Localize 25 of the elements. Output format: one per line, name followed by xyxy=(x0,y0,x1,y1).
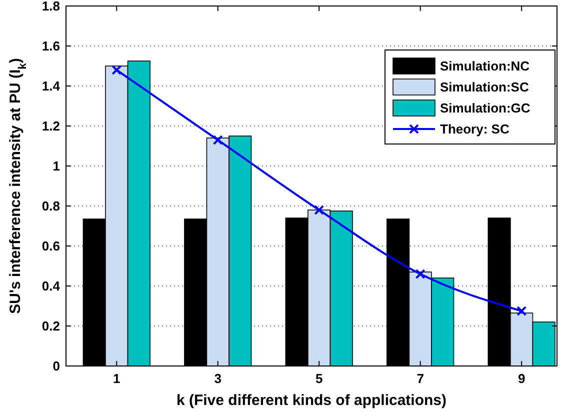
y-tick-label: 0.8 xyxy=(42,198,60,214)
y-tick-label: 0 xyxy=(52,358,60,374)
y-tick-label: 1 xyxy=(52,158,60,174)
y-tick-label: 1.8 xyxy=(42,0,60,14)
x-axis-title: k (Five different kinds of applications) xyxy=(176,392,447,409)
y-tick-label: 1.4 xyxy=(42,78,61,94)
y-tick-label: 1.6 xyxy=(42,38,60,54)
y-tick-label: 1.2 xyxy=(42,118,60,134)
x-tick-label: 9 xyxy=(518,371,526,386)
legend-label: Simulation:GC xyxy=(440,100,531,116)
y-tick-label: 0.4 xyxy=(42,278,61,294)
point xyxy=(516,306,527,316)
y-tick-label: 0.6 xyxy=(42,238,60,254)
legend-label: Theory: SC xyxy=(440,122,510,137)
y-tick-label: 0.2 xyxy=(42,318,60,334)
x-tick-label: 1 xyxy=(113,371,120,386)
point xyxy=(212,135,223,145)
point xyxy=(415,269,426,279)
point xyxy=(314,205,324,215)
x-tick-label: 5 xyxy=(315,371,323,386)
legend-label: Simulation:SC xyxy=(440,80,530,95)
point xyxy=(112,65,122,75)
x-tick-label: 3 xyxy=(214,371,222,386)
legend-label: Simulation:NC xyxy=(440,58,530,74)
x-tick-label: 7 xyxy=(416,371,424,386)
